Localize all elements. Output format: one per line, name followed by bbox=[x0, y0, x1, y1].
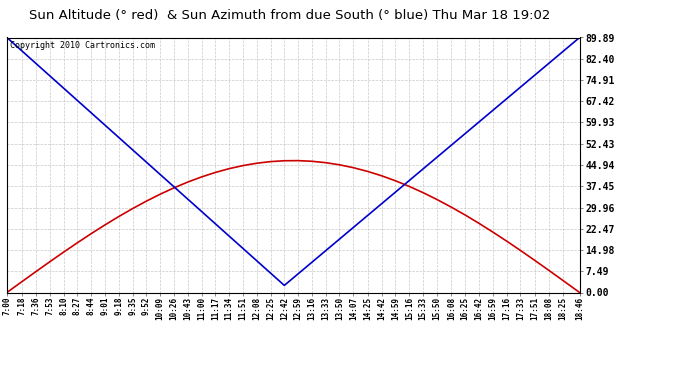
Text: Sun Altitude (° red)  & Sun Azimuth from due South (° blue) Thu Mar 18 19:02: Sun Altitude (° red) & Sun Azimuth from … bbox=[29, 9, 551, 22]
Text: Copyright 2010 Cartronics.com: Copyright 2010 Cartronics.com bbox=[10, 41, 155, 50]
